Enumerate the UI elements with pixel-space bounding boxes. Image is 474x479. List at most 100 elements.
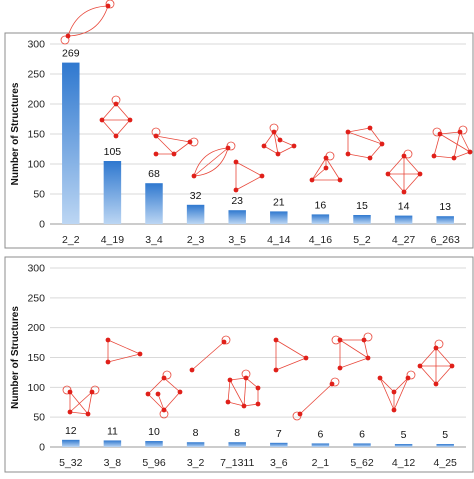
bar-4_12[interactable] [394, 444, 413, 447]
bar-4_27[interactable] [394, 215, 413, 224]
motif-loop [221, 335, 231, 345]
bar-3_8[interactable] [103, 440, 122, 447]
motif-edge [193, 147, 229, 177]
motif-edge [277, 145, 295, 155]
motif-edge [435, 347, 453, 367]
motif-edge [403, 173, 421, 193]
motif-node [177, 389, 183, 395]
motif-edge [419, 365, 437, 385]
bar-4_25[interactable] [436, 444, 454, 447]
motif-node [225, 399, 231, 405]
motif-node [345, 151, 351, 157]
motif-node [277, 137, 283, 143]
motif-edge [157, 393, 165, 411]
bar-2_3[interactable] [186, 204, 205, 224]
motif-node [137, 351, 143, 357]
motif-loop [434, 339, 444, 349]
chart-panel-2: 0 50 100 150 200 250 300 Number of Structures 12… [4, 256, 474, 473]
bar-3_4[interactable] [145, 183, 163, 224]
motif-node [65, 33, 71, 39]
motif-node [161, 407, 167, 413]
motif-loop [105, 0, 115, 9]
motif-node [243, 375, 249, 381]
motif-edge [369, 127, 383, 145]
bar-6_263[interactable] [436, 216, 454, 224]
bar-value-label: 12 [65, 425, 77, 437]
motif-node [259, 173, 265, 179]
bar-5_96[interactable] [145, 441, 163, 447]
motif-node [417, 363, 423, 369]
motif-node [241, 403, 247, 409]
bar-2_1[interactable] [311, 443, 330, 447]
motif-edge [69, 391, 93, 413]
motif-icon [62, 385, 100, 417]
motif-icon [225, 369, 261, 409]
x-tick-label: 3_8 [104, 457, 122, 469]
motif-edge [299, 383, 333, 415]
x-tick-label: 3_6 [270, 457, 288, 469]
motif-node [233, 187, 239, 193]
bar-value-label: 11 [107, 425, 118, 437]
motif-node [391, 389, 397, 395]
bar-value-label: 21 [273, 196, 285, 208]
motif-node [309, 177, 315, 183]
y-tick-label: 150 [27, 129, 45, 141]
bar-value-label: 5 [401, 429, 407, 441]
motif-node [153, 133, 159, 139]
motif-edge [347, 131, 383, 145]
motif-node [271, 129, 277, 135]
motif-edge [115, 119, 131, 137]
bar-4_19[interactable] [103, 161, 122, 224]
x-tick-label: 4_14 [267, 234, 291, 246]
motif-edge [263, 131, 275, 147]
bar-4_14[interactable] [270, 211, 288, 224]
bar-5_62[interactable] [353, 443, 371, 447]
motif-edge [101, 103, 117, 121]
bar-value-label: 8 [234, 427, 240, 439]
y-tick-label: 250 [27, 292, 45, 304]
motif-node [291, 143, 297, 149]
bar-3_6[interactable] [270, 442, 288, 447]
motif-edge [243, 377, 247, 407]
motif-edge [275, 339, 307, 359]
motif-edge [147, 377, 165, 395]
motif-edge [459, 131, 471, 153]
motif-node [153, 151, 159, 157]
bar-value-label: 32 [190, 190, 202, 202]
bar-3_2[interactable] [186, 442, 205, 447]
motif-edge [227, 379, 231, 403]
motif-edge [273, 131, 279, 155]
motif-node [329, 381, 335, 387]
motif-edge [193, 147, 229, 177]
motif-edge [379, 377, 395, 393]
motif-edge [347, 153, 371, 159]
bar-7_1311[interactable] [228, 442, 246, 447]
motif-edge [387, 155, 405, 175]
bar-2_2[interactable] [62, 62, 80, 224]
motif-edge [439, 133, 471, 153]
bar-4_16[interactable] [311, 214, 330, 224]
bar-value-label: 269 [62, 48, 80, 60]
motif-icon [261, 123, 297, 157]
motif-node [255, 401, 261, 407]
motif-edge [227, 401, 245, 407]
motif-node [467, 149, 473, 155]
motif-edge [393, 377, 409, 411]
motif-edge [87, 391, 93, 415]
bar-5_2[interactable] [353, 215, 371, 224]
plot-frame [4, 256, 474, 473]
x-tick-label: 4_12 [392, 457, 416, 469]
y-axis-label: Number of Structures [10, 82, 21, 185]
motif-icon [417, 339, 455, 387]
motif-node [365, 355, 371, 361]
bar-value-label: 16 [315, 199, 327, 211]
bar-5_32[interactable] [62, 439, 80, 447]
bar-3_5[interactable] [228, 210, 246, 224]
motif-node [171, 151, 177, 157]
motif-edge [369, 143, 383, 159]
motif-node [105, 3, 111, 9]
motif-node [337, 365, 343, 371]
motif-icon [151, 127, 199, 157]
motif-edge [263, 145, 279, 155]
motif-edge [235, 175, 263, 191]
